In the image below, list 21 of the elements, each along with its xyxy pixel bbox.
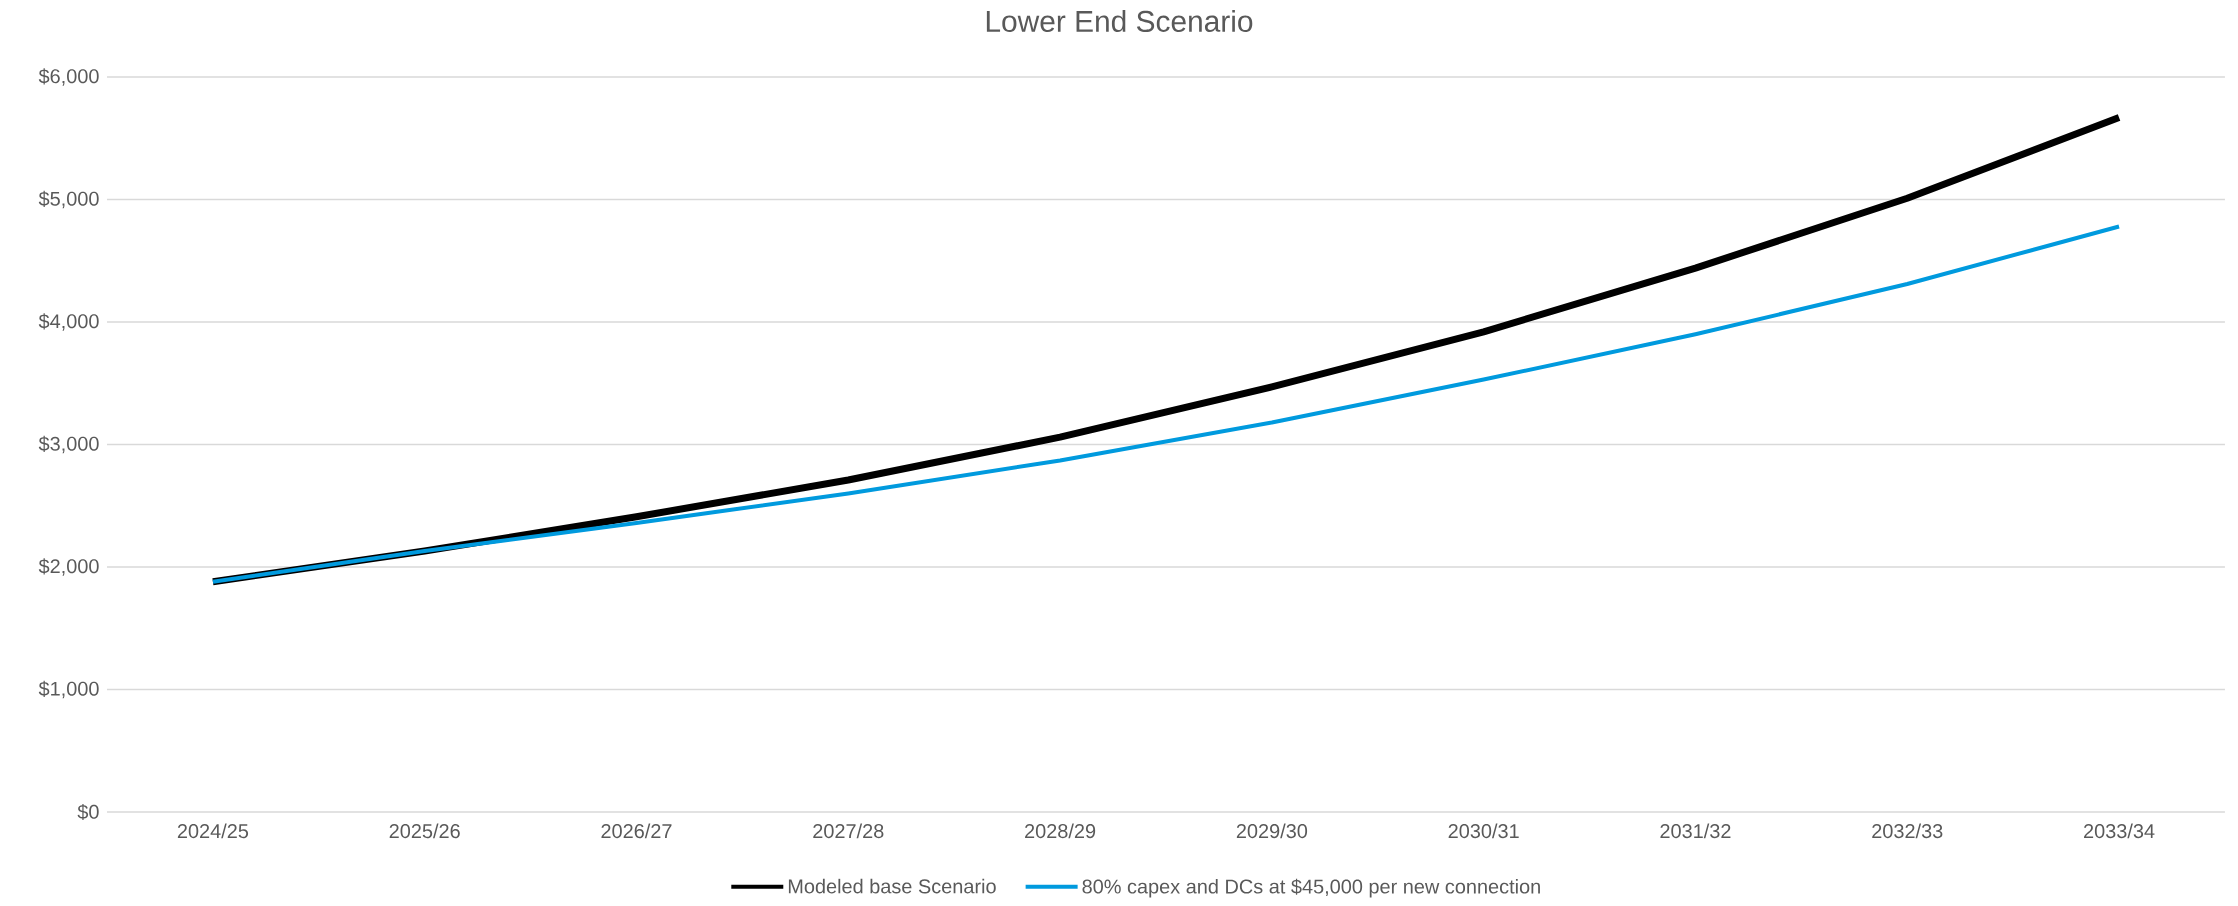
y-tick-label: $5,000 — [38, 190, 99, 209]
x-tick-label: 2030/31 — [1448, 823, 1519, 839]
x-tick-label: 2029/30 — [1236, 823, 1308, 839]
x-tick-label: 2026/27 — [601, 823, 672, 839]
y-tick-label: $4,000 — [38, 313, 99, 331]
x-tick-label: 2024/25 — [177, 823, 249, 839]
x-tick-label: 2033/34 — [2084, 823, 2155, 839]
x-tick-label: 2031/32 — [1660, 823, 1731, 839]
y-tick-label: $1,000 — [38, 680, 99, 699]
x-tick-label: 2027/28 — [813, 823, 884, 839]
y-tick-label: $6,000 — [38, 68, 99, 86]
x-tick-label: 2025/26 — [389, 823, 460, 839]
y-tick-label: $0 — [77, 803, 99, 821]
legend-label: Modeled base Scenario — [788, 878, 996, 894]
y-tick-label: $2,000 — [38, 558, 99, 576]
x-tick-label: 2028/29 — [1025, 823, 1096, 839]
y-tick-label: $3,000 — [38, 435, 99, 454]
x-tick-label: 2032/33 — [1872, 823, 1943, 839]
line-series — [210, 224, 2122, 584]
chart-title: Lower End Scenario — [986, 10, 1253, 32]
legend-label: 80% capex and DCs at $45,000 per new connection — [1082, 878, 1540, 898]
